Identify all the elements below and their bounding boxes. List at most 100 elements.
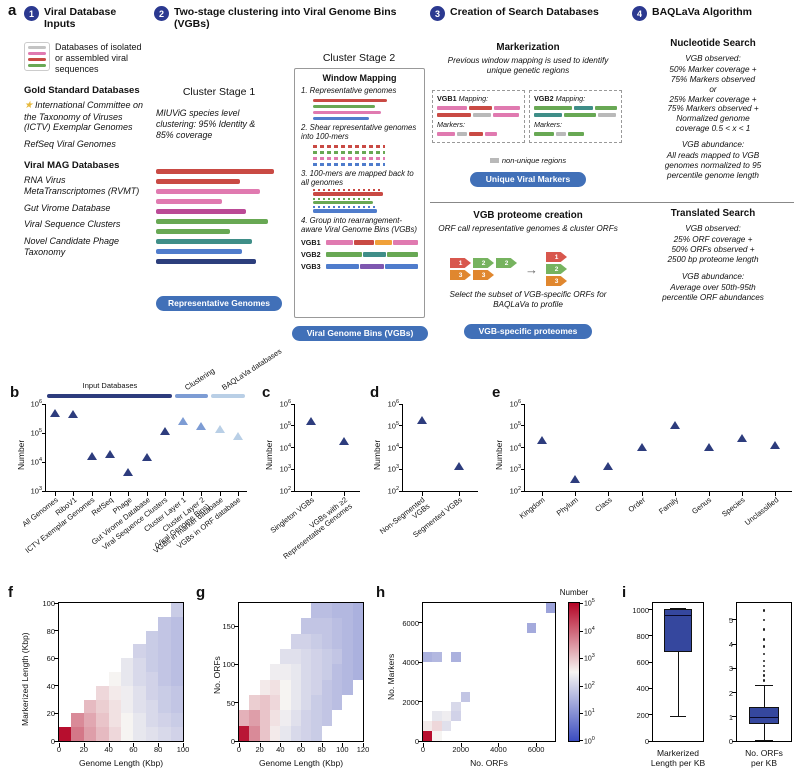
gut-virome-item: Gut Virome Database bbox=[24, 202, 111, 213]
ytick: 105 bbox=[387, 420, 399, 431]
ytick: 105 bbox=[279, 420, 291, 431]
hcell bbox=[290, 633, 301, 649]
xtickmark bbox=[423, 743, 424, 747]
dotwrap bbox=[301, 206, 418, 213]
xtickmark bbox=[201, 492, 203, 496]
ictv-text: International Committee on the Taxonomy … bbox=[24, 99, 144, 133]
ytickmark bbox=[648, 661, 652, 663]
hcell bbox=[270, 710, 281, 726]
cbmark bbox=[580, 603, 583, 604]
odot bbox=[762, 618, 766, 622]
tri bbox=[416, 416, 427, 425]
xtickmark bbox=[421, 492, 423, 496]
x-tick-label: Kingdom bbox=[517, 495, 547, 521]
hcell bbox=[290, 679, 301, 695]
chart-f-xlabel: Genome Length (Kbp) bbox=[78, 758, 164, 768]
hcell bbox=[290, 664, 301, 680]
hcell bbox=[342, 679, 353, 695]
hcell bbox=[83, 713, 97, 728]
hytick: 60 bbox=[46, 654, 55, 664]
cbtick: 100 bbox=[584, 736, 595, 746]
hcell bbox=[332, 679, 343, 695]
tri bbox=[570, 475, 581, 484]
cbtick: 102 bbox=[584, 680, 595, 691]
odot bbox=[762, 674, 766, 677]
tri bbox=[603, 462, 614, 471]
hcell bbox=[321, 664, 332, 680]
hcell bbox=[158, 658, 171, 672]
hcell bbox=[290, 695, 301, 711]
tri bbox=[736, 433, 747, 442]
hytick: 0 bbox=[414, 737, 419, 746]
clustered-orf-chip: 1 bbox=[546, 252, 567, 262]
chart-d-plot: 102 103 104 105 106 Non-Segmented VGBs Segment… bbox=[378, 399, 478, 539]
hcell bbox=[239, 725, 250, 741]
novel-phage-item: Novel Candidate Phage Taxonomy bbox=[24, 236, 120, 257]
xtickmark bbox=[608, 492, 610, 496]
hytick: 50 bbox=[226, 698, 235, 708]
bmed bbox=[749, 716, 779, 719]
x-tick-label: VGBs with ≥2 Representative Genomes bbox=[281, 495, 354, 562]
hcell bbox=[249, 725, 260, 741]
ytick: 103 bbox=[30, 486, 42, 496]
hcell bbox=[332, 633, 343, 649]
hcell bbox=[423, 652, 433, 663]
hcell bbox=[280, 725, 291, 741]
hcell bbox=[321, 679, 332, 695]
hcell bbox=[133, 685, 146, 700]
tri bbox=[123, 468, 134, 477]
hcell bbox=[451, 701, 461, 712]
ytickmark bbox=[648, 687, 652, 689]
btick: 1000 bbox=[632, 605, 649, 615]
tri bbox=[196, 421, 207, 430]
hcell bbox=[311, 603, 322, 619]
hcell bbox=[121, 658, 134, 672]
xtickmark bbox=[321, 743, 323, 747]
dashrow bbox=[313, 163, 385, 167]
tri bbox=[338, 436, 349, 445]
database-legend: Databases of isolated or assembled viral… bbox=[24, 42, 148, 74]
ytick: 106 bbox=[279, 399, 291, 409]
tri bbox=[214, 424, 225, 433]
xtickmark bbox=[541, 492, 543, 496]
s1bar bbox=[156, 219, 268, 224]
vgb2-label: VGB2 bbox=[534, 94, 554, 103]
xtickmark bbox=[708, 492, 710, 496]
hytick: 100 bbox=[222, 660, 235, 670]
hxtick: 100 bbox=[176, 745, 190, 754]
vgb-row-label: VGB1 bbox=[301, 237, 321, 247]
proteome-title: VGB proteome creation bbox=[473, 210, 583, 221]
search-db-title: Creation of Search Databases bbox=[450, 6, 599, 18]
hcell bbox=[259, 725, 270, 741]
xtickmark bbox=[91, 492, 93, 496]
hxtick: 4000 bbox=[490, 745, 507, 754]
hcell bbox=[71, 727, 84, 741]
ytickmark bbox=[54, 712, 58, 714]
hcell bbox=[311, 679, 322, 695]
xtickmark bbox=[536, 743, 538, 747]
tri bbox=[68, 410, 79, 419]
grpbar bbox=[211, 394, 245, 398]
ytickmark bbox=[291, 447, 295, 448]
viral-seq-clusters-item: Viral Sequence Clusters bbox=[24, 219, 121, 230]
s1bar bbox=[156, 179, 240, 184]
hxtick: 80 bbox=[317, 745, 326, 754]
section-viral-database-inputs: 1 Viral Database Inputs Databases of iso… bbox=[24, 6, 148, 264]
dotwrap bbox=[301, 189, 418, 196]
hxtick: 0 bbox=[420, 745, 426, 754]
vgb1-mapping-label: Mapping: bbox=[458, 94, 489, 103]
inputs-header: 1 Viral Database Inputs bbox=[24, 6, 148, 30]
hcell bbox=[158, 630, 171, 645]
wmbar bbox=[313, 116, 369, 121]
x-tick-label: Non-Segmented VGBs bbox=[378, 495, 432, 536]
btick: 800 bbox=[636, 631, 649, 641]
section-baqlava-algorithm: 4 BAQLaVa Algorithm Nucleotide Search VG… bbox=[632, 6, 794, 370]
hcell bbox=[432, 652, 442, 663]
x-tick-label: Class bbox=[593, 495, 614, 514]
wmbar bbox=[313, 104, 375, 109]
segrow bbox=[437, 113, 520, 117]
ytickmark bbox=[234, 663, 238, 665]
database-stack-icon bbox=[24, 42, 50, 72]
xtickmark bbox=[301, 743, 302, 747]
